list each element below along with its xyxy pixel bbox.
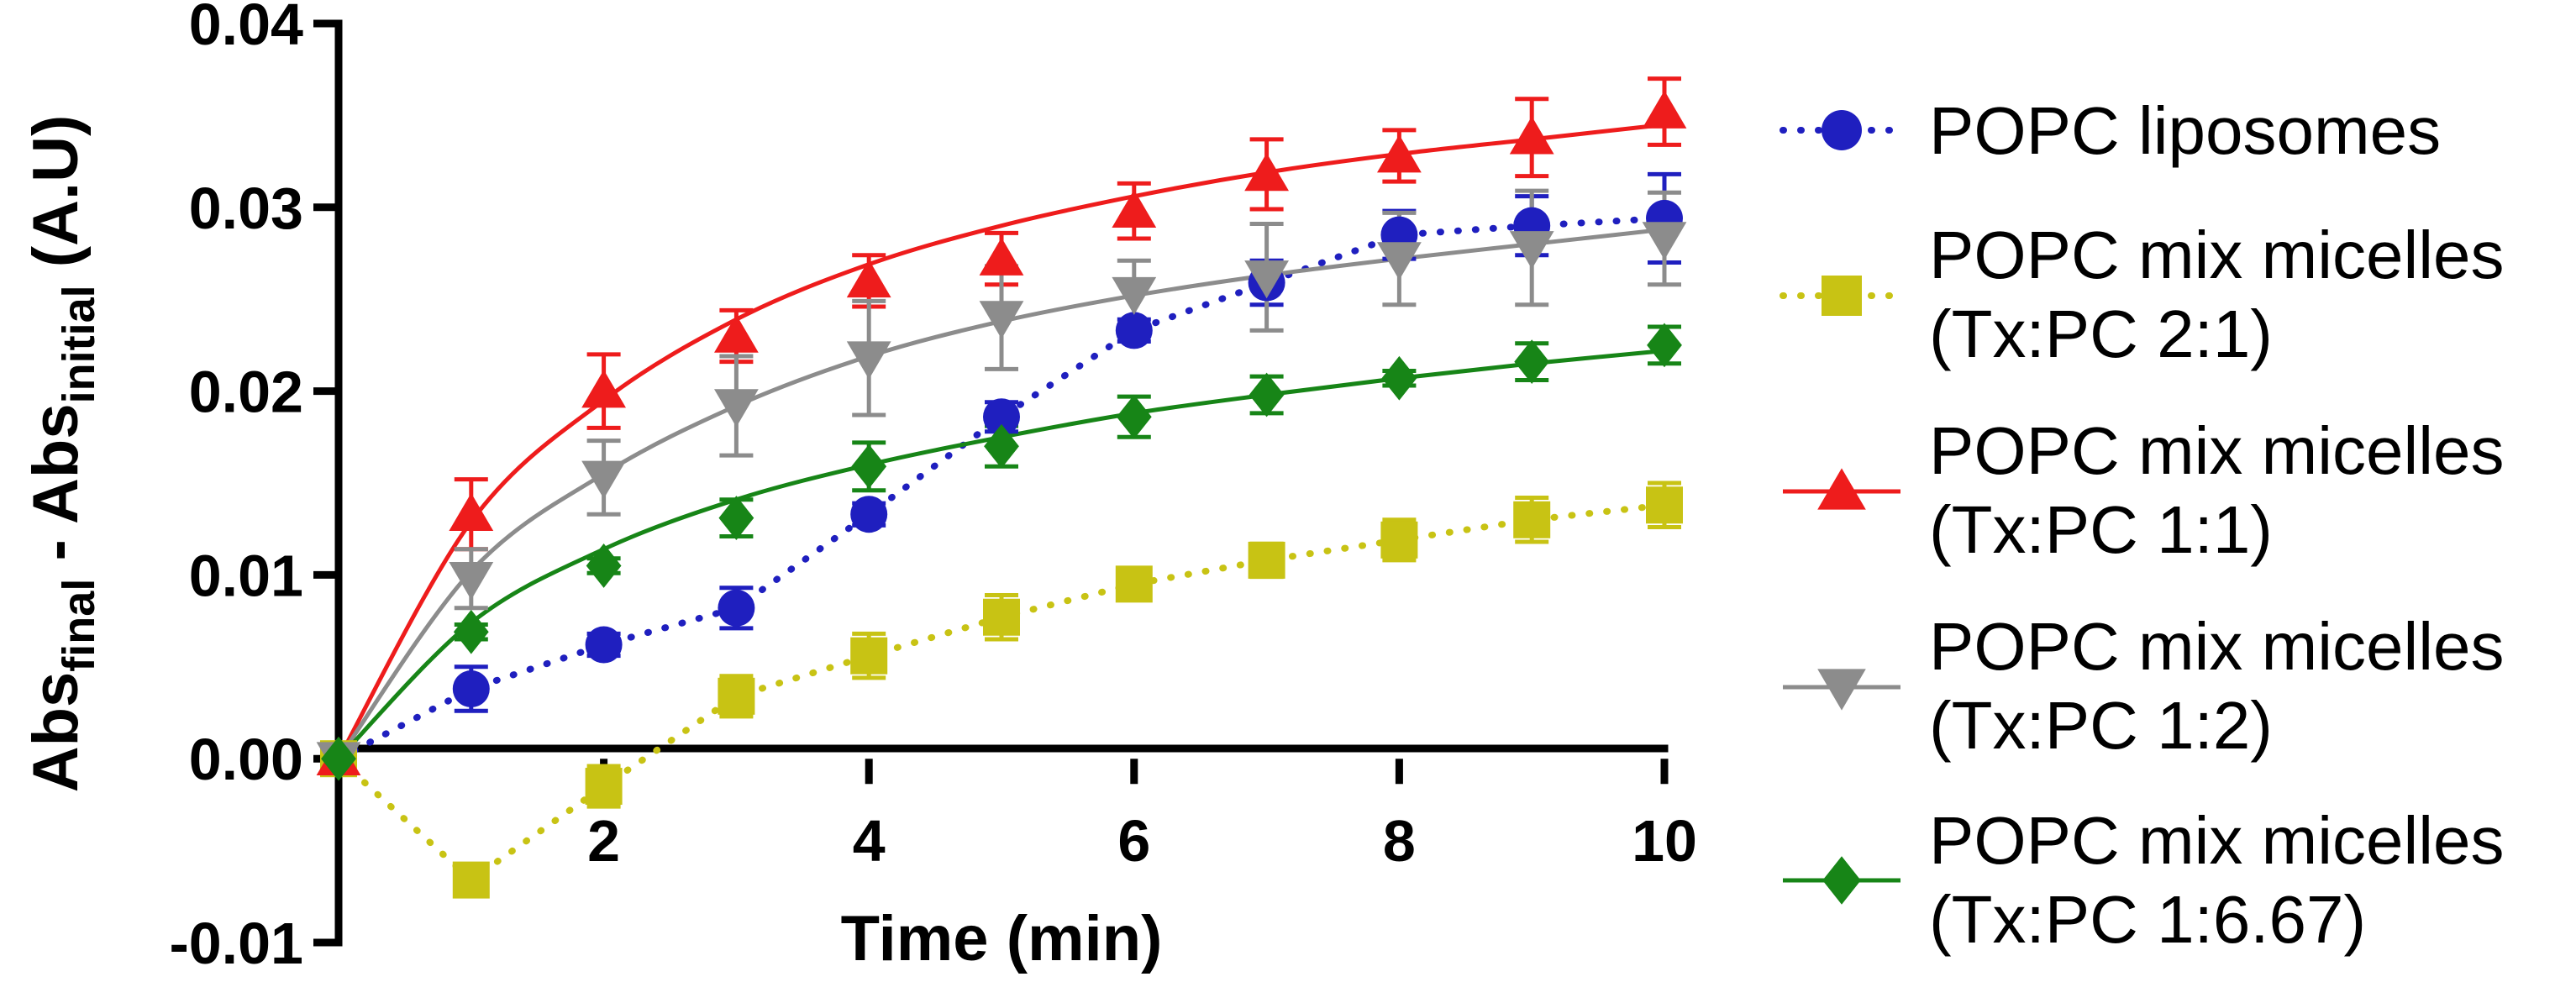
point-popc-mix-micelles-tx-pc-1-1 [846, 260, 891, 298]
legend-item-popc-mix-micelles-tx-pc-1-1: POPC mix micelles(Tx:PC 1:1) [1783, 413, 2505, 567]
y-axis-title-sub-initial: initial [54, 285, 104, 403]
point-popc-liposomes [1115, 312, 1153, 349]
legend-label: (Tx:PC 2:1) [1929, 297, 2273, 371]
ticks: -0.01 0.00 0.01 0.02 0.03 0.04 2 4 6 8 10 [169, 0, 1697, 976]
point-popc-mix-micelles-tx-pc-1-1 [1509, 116, 1554, 155]
point-popc-mix-micelles-tx-pc-1-6-67 [1647, 323, 1682, 368]
point-popc-mix-micelles-tx-pc-1-1 [1377, 134, 1422, 173]
x-tick-label: 4 [853, 808, 886, 874]
point-popc-mix-micelles-tx-pc-1-2 [1642, 222, 1687, 260]
y-axis-title: Absfinal - Absinitial (A.U) [20, 115, 104, 793]
y-tick-label: 0.04 [189, 0, 303, 57]
point-popc-mix-micelles-tx-pc-1-2 [1112, 276, 1157, 315]
point-popc-mix-micelles-tx-pc-2-1 [1248, 541, 1285, 579]
point-popc-liposomes [983, 398, 1020, 436]
legend-marker [1822, 856, 1861, 905]
point-popc-mix-micelles-tx-pc-1-2 [1377, 242, 1422, 281]
point-popc-mix-micelles-tx-pc-1-1 [714, 314, 759, 353]
x-tick-label: 6 [1117, 808, 1150, 874]
legend-label: (Tx:PC 1:6.67) [1929, 882, 2366, 957]
legend-marker [1817, 468, 1866, 510]
point-popc-mix-micelles-tx-pc-1-6-67 [851, 444, 887, 489]
fit-curve-popc-mix-micelles-tx-pc-1-2 [336, 227, 1665, 760]
x-tick-label: 8 [1383, 808, 1416, 874]
point-popc-mix-micelles-tx-pc-1-2 [1244, 260, 1289, 299]
point-popc-liposomes [850, 496, 888, 533]
point-popc-mix-micelles-tx-pc-1-1 [1112, 189, 1157, 228]
x-tick-label: 2 [587, 808, 620, 874]
point-popc-liposomes [452, 670, 490, 708]
point-popc-mix-micelles-tx-pc-1-2 [1509, 231, 1554, 270]
point-popc-mix-micelles-tx-pc-2-1 [850, 637, 888, 675]
legend-label: POPC liposomes [1929, 93, 2441, 168]
error-bars [454, 76, 1681, 897]
point-popc-mix-micelles-tx-pc-1-6-67 [453, 609, 489, 654]
y-axis-title-sub-final: final [54, 579, 104, 672]
fit-curve-popc-mix-micelles-tx-pc-1-1 [336, 122, 1665, 760]
legend-label: (Tx:PC 1:2) [1929, 688, 2273, 763]
point-popc-mix-micelles-tx-pc-1-1 [1244, 153, 1289, 192]
axes [334, 19, 1669, 947]
y-axis-title-separator: - [20, 524, 92, 579]
point-popc-mix-micelles-tx-pc-1-6-67 [321, 736, 356, 781]
point-popc-mix-micelles-tx-pc-2-1 [1513, 501, 1551, 538]
legend-item-popc-mix-micelles-tx-pc-2-1: POPC mix micelles(Tx:PC 2:1) [1780, 218, 2505, 371]
point-popc-mix-micelles-tx-pc-2-1 [983, 598, 1020, 636]
x-axis-title: Time (min) [841, 903, 1163, 974]
legend-marker [1817, 669, 1866, 711]
y-tick-label: -0.01 [169, 911, 303, 976]
point-popc-mix-micelles-tx-pc-1-1 [979, 237, 1024, 276]
series-line-popc-mix-micelles-tx-pc-2-1 [335, 502, 1668, 885]
legend-label: POPC mix micelles [1929, 609, 2505, 684]
legend-label: POPC mix micelles [1929, 413, 2505, 488]
y-tick-label: 0.00 [189, 727, 303, 792]
point-popc-liposomes [585, 626, 623, 664]
legend-marker [1822, 110, 1862, 150]
y-tick-label: 0.03 [189, 176, 303, 241]
y-axis-title-abs-b: Abs [20, 403, 92, 524]
point-popc-mix-micelles-tx-pc-2-1 [718, 677, 755, 715]
point-popc-mix-micelles-tx-pc-2-1 [1646, 486, 1683, 524]
point-popc-mix-micelles-tx-pc-1-2 [846, 341, 891, 380]
point-popc-mix-micelles-tx-pc-1-6-67 [1116, 394, 1152, 439]
legend-item-popc-mix-micelles-tx-pc-1-6-67: POPC mix micelles(Tx:PC 1:6.67) [1783, 803, 2505, 957]
legend-item-popc-mix-micelles-tx-pc-1-2: POPC mix micelles(Tx:PC 1:2) [1783, 609, 2505, 763]
point-popc-mix-micelles-tx-pc-1-6-67 [1249, 372, 1285, 417]
legend-item-popc-liposomes: POPC liposomes [1780, 93, 2441, 168]
point-popc-mix-micelles-tx-pc-1-1 [581, 370, 626, 408]
point-popc-mix-micelles-tx-pc-1-2 [979, 301, 1024, 339]
point-popc-mix-micelles-tx-pc-1-6-67 [1381, 355, 1417, 401]
point-popc-mix-micelles-tx-pc-1-6-67 [984, 423, 1019, 469]
x-tick-label: 10 [1632, 808, 1697, 874]
y-tick-label: 0.01 [189, 543, 303, 608]
point-popc-mix-micelles-tx-pc-1-1 [1642, 90, 1687, 129]
point-popc-mix-micelles-tx-pc-1-2 [581, 460, 626, 499]
y-axis-title-unit: (A.U) [20, 115, 92, 286]
series-line-popc-liposomes [335, 214, 1668, 763]
markers [316, 90, 1687, 899]
point-popc-mix-micelles-tx-pc-1-2 [449, 561, 494, 601]
legend-label: (Tx:PC 1:1) [1929, 492, 2273, 567]
legend-marker [1822, 276, 1862, 316]
point-popc-liposomes [718, 589, 755, 627]
point-popc-mix-micelles-tx-pc-2-1 [1115, 565, 1153, 603]
legend-label: POPC mix micelles [1929, 803, 2505, 878]
point-popc-mix-micelles-tx-pc-2-1 [585, 768, 623, 806]
y-tick-label: 0.02 [189, 360, 303, 425]
point-popc-mix-micelles-tx-pc-1-6-67 [1514, 339, 1550, 384]
legend-label: POPC mix micelles [1929, 218, 2505, 292]
point-popc-mix-micelles-tx-pc-1-2 [714, 389, 759, 428]
point-popc-mix-micelles-tx-pc-1-6-67 [718, 496, 754, 540]
point-popc-mix-micelles-tx-pc-2-1 [452, 861, 490, 899]
point-popc-mix-micelles-tx-pc-1-6-67 [586, 544, 622, 588]
y-axis-title-abs-a: Abs [20, 672, 92, 793]
point-popc-mix-micelles-tx-pc-1-1 [449, 492, 494, 531]
point-popc-mix-micelles-tx-pc-2-1 [1380, 521, 1418, 559]
